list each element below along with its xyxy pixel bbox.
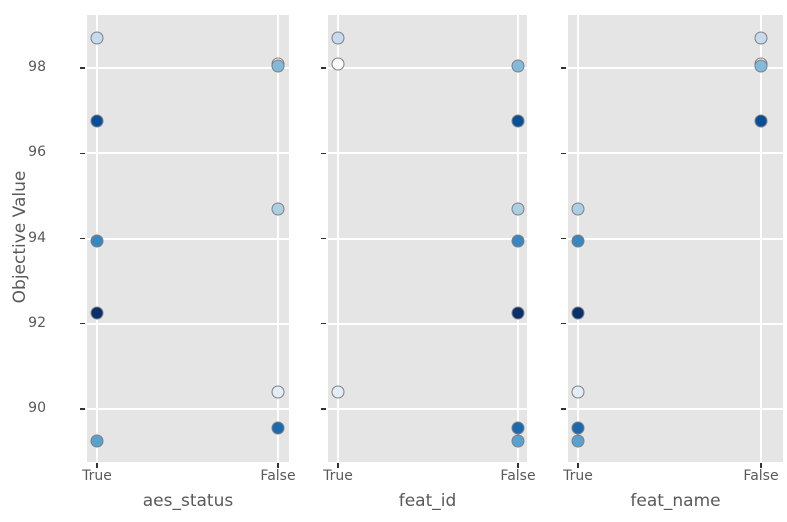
- scatter-point: [271, 59, 285, 73]
- x-tick-mark: [277, 463, 279, 468]
- y-tick-mark: [321, 152, 326, 155]
- y-tick-mark: [80, 67, 85, 69]
- subplot-panel-feat_id: [328, 15, 527, 462]
- h-gridline: [87, 67, 289, 70]
- x-tick-label: False: [743, 468, 779, 484]
- scatter-point: [271, 421, 285, 435]
- y-tick-mark: [321, 67, 326, 69]
- scatter-point: [271, 385, 285, 399]
- h-gridline: [568, 237, 783, 240]
- y-tick-mark: [80, 407, 85, 410]
- x-axis-title-aes_status: aes_status: [142, 491, 234, 511]
- scatter-point: [571, 421, 585, 435]
- scatter-point: [511, 234, 525, 248]
- y-tick-mark: [80, 322, 85, 325]
- scatter-point: [571, 234, 585, 248]
- scatter-point: [331, 31, 345, 45]
- x-axis-title-feat_id: feat_id: [398, 491, 457, 511]
- h-gridline: [328, 322, 527, 325]
- y-tick-label: 94: [28, 229, 46, 246]
- y-tick-mark: [561, 237, 566, 240]
- scatter-point: [754, 114, 768, 128]
- scatter-point: [571, 434, 585, 448]
- y-tick-mark: [561, 322, 566, 325]
- h-gridline: [328, 67, 527, 70]
- scatter-point: [571, 385, 585, 399]
- y-tick-mark: [321, 407, 326, 410]
- y-tick-mark: [321, 322, 326, 325]
- scatter-point: [571, 202, 585, 216]
- h-gridline: [87, 322, 289, 325]
- scatter-point: [90, 31, 104, 45]
- scatter-point: [90, 306, 104, 320]
- y-tick-mark: [80, 237, 85, 240]
- h-gridline: [87, 152, 289, 155]
- scatter-point: [511, 434, 525, 448]
- x-tick-mark: [577, 463, 579, 468]
- x-tick-label: True: [563, 468, 593, 484]
- h-gridline: [328, 152, 527, 155]
- subplot-panel-aes_status: [87, 15, 289, 462]
- scatter-point: [271, 202, 285, 216]
- h-gridline: [568, 152, 783, 155]
- y-tick-mark: [561, 67, 566, 69]
- h-gridline: [328, 237, 527, 240]
- x-tick-label: False: [260, 468, 296, 484]
- x-tick-mark: [337, 463, 339, 468]
- y-tick-label: 98: [28, 59, 46, 76]
- scatter-point: [754, 31, 768, 45]
- scatter-point: [511, 114, 525, 128]
- scatter-point: [90, 114, 104, 128]
- h-gridline: [568, 67, 783, 70]
- scatter-point: [754, 59, 768, 73]
- y-tick-mark: [561, 152, 566, 155]
- y-tick-label: 96: [28, 144, 46, 161]
- scatter-point: [331, 57, 345, 71]
- x-tick-mark: [760, 463, 762, 468]
- scatter-point: [511, 59, 525, 73]
- scatter-point: [511, 421, 525, 435]
- v-gridline: [337, 15, 339, 462]
- h-gridline: [328, 407, 527, 410]
- scatter-point: [331, 385, 345, 399]
- x-tick-label: True: [82, 468, 112, 484]
- x-tick-mark: [96, 463, 98, 468]
- scatter-point: [90, 234, 104, 248]
- v-gridline: [760, 15, 762, 462]
- y-tick-label: 90: [28, 399, 46, 416]
- y-tick-mark: [561, 407, 566, 410]
- v-gridline: [277, 15, 279, 462]
- scatter-point: [511, 202, 525, 216]
- x-axis-title-feat_name: feat_name: [630, 491, 721, 511]
- scatter-point: [511, 306, 525, 320]
- h-gridline: [568, 322, 783, 325]
- scatter-point: [90, 434, 104, 448]
- y-tick-label: 92: [28, 314, 46, 331]
- y-tick-mark: [321, 237, 326, 240]
- h-gridline: [568, 407, 783, 410]
- subplot-panel-feat_name: [568, 15, 783, 462]
- x-tick-label: True: [323, 468, 353, 484]
- y-tick-mark: [80, 152, 85, 155]
- x-tick-label: False: [500, 468, 536, 484]
- h-gridline: [87, 407, 289, 410]
- scatter-point: [571, 306, 585, 320]
- x-tick-mark: [517, 463, 519, 468]
- h-gridline: [87, 237, 289, 240]
